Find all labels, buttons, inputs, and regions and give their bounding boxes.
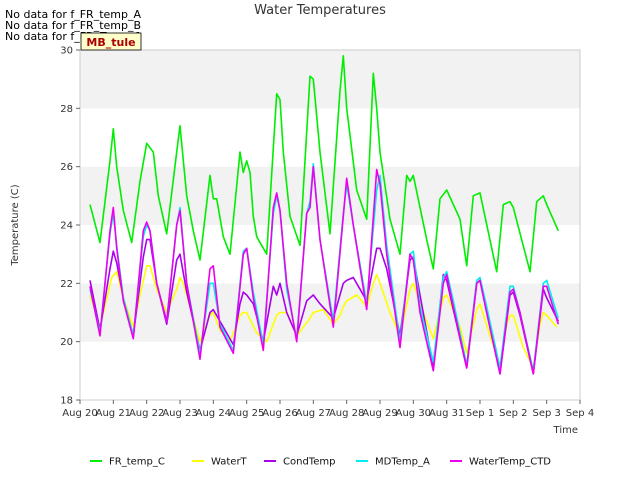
y-axis-ticks: 18 20 22 24 26 28 30	[60, 46, 80, 407]
legend-label: WaterTemp_CTD	[469, 457, 551, 468]
x-tick-label: Aug 26	[262, 408, 297, 419]
legend: FR_temp_C WaterT CondTemp MDTemp_A WaterTemp…	[90, 457, 551, 468]
y-tick-label: 26	[60, 162, 73, 173]
y-tick-label: 22	[60, 279, 73, 290]
series-lines	[89, 54, 560, 375]
site-badge-text: MB_tule	[86, 36, 135, 49]
plot-band	[80, 341, 580, 400]
x-tick-label: Aug 31	[429, 408, 464, 419]
plot-band	[80, 225, 580, 284]
x-tick-label: Sep 1	[466, 408, 494, 419]
y-tick-label: 20	[60, 337, 73, 348]
no-data-note-2: No data for f_FR_temp_B	[5, 19, 142, 32]
x-tick-label: Aug 27	[296, 408, 331, 419]
site-badge-box	[80, 32, 142, 51]
x-tick-label: Aug 20	[62, 408, 97, 419]
series-line-watertemp-ctd	[89, 165, 560, 375]
plot-band	[80, 108, 580, 167]
y-tick-label: 18	[60, 396, 73, 407]
y-tick-label: 24	[60, 221, 73, 232]
x-tick-label: Aug 21	[96, 408, 131, 419]
legend-label: FR_temp_C	[109, 457, 165, 468]
x-tick-label: Aug 28	[329, 408, 364, 419]
y-tick-label: 28	[60, 104, 73, 115]
legend-label: CondTemp	[283, 457, 335, 468]
legend-label: WaterT	[211, 457, 248, 468]
x-tick-label: Aug 24	[196, 408, 231, 419]
site-badge: MB_tule	[80, 32, 142, 51]
series-line-watert	[89, 264, 558, 369]
no-data-note-1: No data for f_FR_temp_A	[5, 8, 141, 21]
y-tick-label: 30	[60, 46, 73, 57]
x-tick-label: Aug 30	[396, 408, 431, 419]
x-tick-label: Sep 3	[532, 408, 560, 419]
x-tick-label: Aug 22	[129, 408, 164, 419]
series-line-fr-temp-c	[89, 54, 560, 273]
x-tick-label: Sep 2	[499, 408, 527, 419]
x-tick-label: Aug 29	[362, 408, 397, 419]
legend-label: MDTemp_A	[375, 457, 430, 468]
x-axis-label: Time	[553, 425, 578, 436]
plot-band	[80, 166, 580, 225]
plot-bands	[80, 50, 580, 400]
x-tick-label: Aug 25	[229, 408, 264, 419]
chart-title: Water Temperatures	[254, 3, 386, 18]
y-axis-label: Temperature (C)	[10, 184, 21, 266]
plot-band	[80, 50, 580, 109]
x-tick-label: Aug 23	[162, 408, 197, 419]
x-tick-label: Sep 4	[566, 408, 594, 419]
